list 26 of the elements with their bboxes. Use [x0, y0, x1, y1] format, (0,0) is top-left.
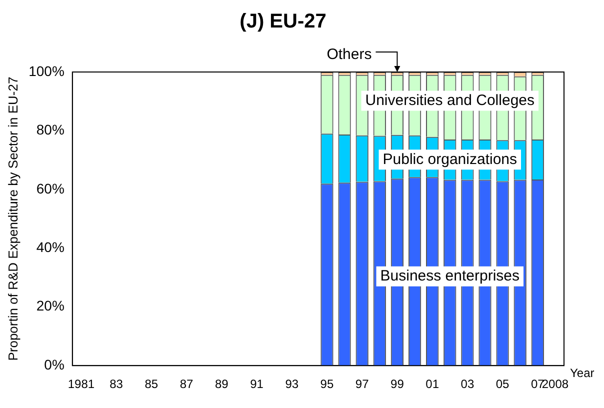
y-tick-label: 60% [36, 180, 64, 196]
series-label: Business enterprises [380, 268, 520, 285]
x-tick-label: 03 [460, 377, 474, 392]
x-tick-label: 01 [426, 377, 440, 392]
x-tick-label: 99 [390, 377, 404, 392]
series-label: Others [326, 46, 372, 64]
y-tick-label: 0% [44, 356, 64, 372]
x-tick-label: 05 [496, 377, 510, 392]
x-tick-label: 1981 [68, 377, 95, 392]
series-label: Public organizations [382, 150, 518, 168]
x-tick-label: 91 [250, 377, 264, 392]
x-tick-label: 89 [214, 377, 229, 392]
series-label: Universities and Colleges [365, 92, 535, 109]
y-tick-label: 40% [36, 239, 64, 256]
x-axis-title: Year [570, 366, 594, 380]
y-tick-label: 20% [36, 298, 64, 314]
y-axis-title: Proportin of R&D Expenditure by Sector in EU-27 [5, 76, 20, 361]
x-tick-label: 95 [320, 377, 334, 392]
y-tick-label: 80% [36, 122, 64, 138]
y-tick-label: 100% [28, 62, 64, 79]
x-tick-label: 83 [110, 377, 124, 392]
x-tick-label: 85 [144, 377, 158, 392]
x-tick-label: 93 [285, 377, 299, 392]
x-tick-label: 87 [180, 377, 194, 392]
chart-title: (J) EU-27 [240, 10, 326, 33]
x-tick-label: 97 [355, 377, 370, 392]
